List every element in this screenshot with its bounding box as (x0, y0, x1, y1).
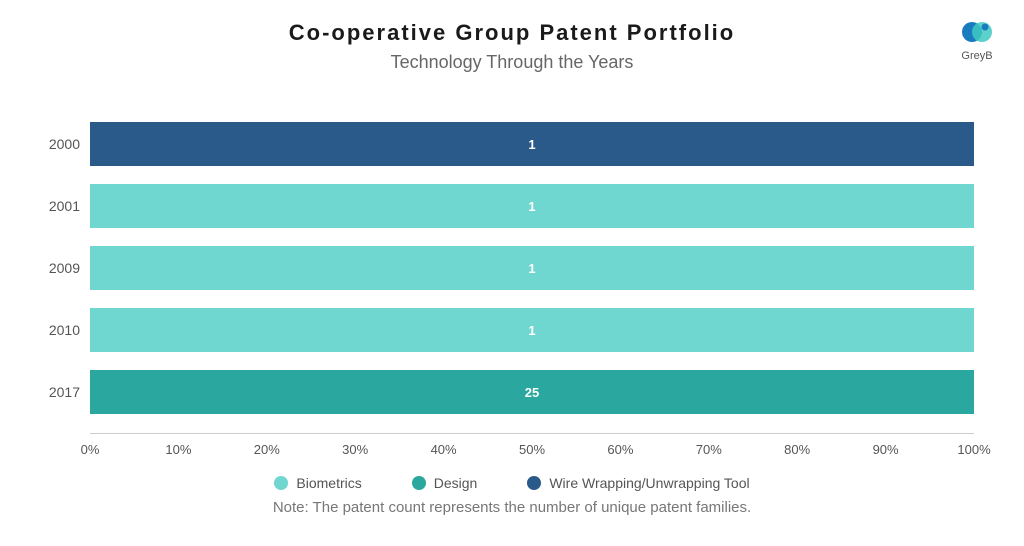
bar-fill: 1 (90, 122, 974, 166)
bars-region: 2000 1 2001 1 2009 1 2010 1 (90, 103, 974, 433)
bar-row: 2001 1 (90, 184, 974, 228)
legend-item-wire-tool: Wire Wrapping/Unwrapping Tool (527, 475, 749, 491)
logo-text: GreyB (960, 50, 994, 62)
x-tick: 20% (254, 442, 280, 457)
legend-swatch (274, 476, 288, 490)
legend-item-design: Design (412, 475, 478, 491)
chart-subtitle: Technology Through the Years (30, 52, 994, 73)
bar-value-label: 1 (528, 323, 535, 338)
x-tick: 80% (784, 442, 810, 457)
bar-fill: 1 (90, 308, 974, 352)
bar-value-label: 1 (528, 137, 535, 152)
x-tick: 100% (957, 442, 990, 457)
x-tick: 50% (519, 442, 545, 457)
footnote: Note: The patent count represents the nu… (30, 499, 994, 516)
logo-icon (960, 18, 994, 48)
bar-row: 2017 25 (90, 370, 974, 414)
y-axis-label: 2001 (35, 198, 80, 214)
x-axis: 0% 10% 20% 30% 40% 50% 60% 70% 80% 90% 1… (90, 433, 974, 463)
legend-swatch (527, 476, 541, 490)
chart-container: GreyB Co-operative Group Patent Portfoli… (0, 0, 1024, 546)
legend-swatch (412, 476, 426, 490)
plot-area: 2000 1 2001 1 2009 1 2010 1 (90, 103, 974, 463)
bar-row: 2009 1 (90, 246, 974, 290)
y-axis-label: 2010 (35, 322, 80, 338)
legend-label: Wire Wrapping/Unwrapping Tool (549, 475, 749, 491)
brand-logo: GreyB (960, 18, 994, 62)
bar-value-label: 1 (528, 199, 535, 214)
y-axis-label: 2009 (35, 260, 80, 276)
chart-title: Co-operative Group Patent Portfolio (30, 20, 994, 46)
x-tick: 30% (342, 442, 368, 457)
bar-fill: 25 (90, 370, 974, 414)
x-tick: 60% (607, 442, 633, 457)
legend-item-biometrics: Biometrics (274, 475, 361, 491)
legend: Biometrics Design Wire Wrapping/Unwrappi… (30, 475, 994, 491)
legend-label: Biometrics (296, 475, 361, 491)
bar-row: 2010 1 (90, 308, 974, 352)
bar-row: 2000 1 (90, 122, 974, 166)
y-axis-label: 2000 (35, 136, 80, 152)
x-tick: 0% (81, 442, 100, 457)
x-tick: 40% (431, 442, 457, 457)
x-tick: 90% (873, 442, 899, 457)
x-tick: 10% (165, 442, 191, 457)
bar-fill: 1 (90, 246, 974, 290)
legend-label: Design (434, 475, 478, 491)
y-axis-label: 2017 (35, 384, 80, 400)
bar-value-label: 1 (528, 261, 535, 276)
bar-value-label: 25 (525, 385, 539, 400)
bar-fill: 1 (90, 184, 974, 228)
x-tick: 70% (696, 442, 722, 457)
